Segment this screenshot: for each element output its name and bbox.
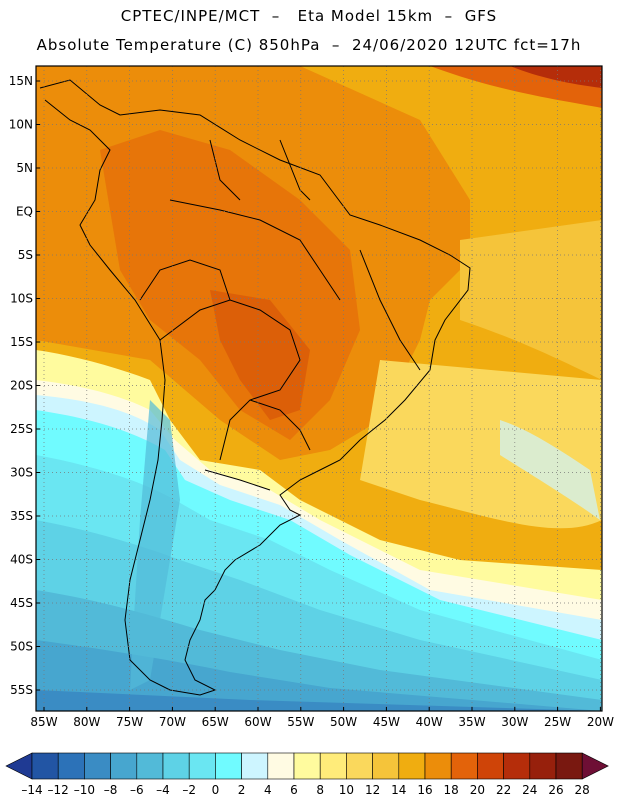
colorbar-swatch	[477, 752, 504, 780]
colorbar-label: 26	[548, 783, 563, 797]
colorbar-swatch	[57, 752, 85, 780]
colorbar-label: 20	[470, 783, 485, 797]
colorbar-swatch	[84, 752, 111, 780]
colorbar-label: 18	[444, 783, 459, 797]
longitude-label: 45W	[373, 715, 400, 729]
colorbar-swatch	[503, 752, 531, 780]
longitude-label: 65W	[202, 715, 229, 729]
colorbar-swatch	[136, 752, 164, 780]
colorbar-swatch	[346, 752, 373, 780]
colorbar-label: –4	[156, 783, 170, 797]
colorbar-label: –14	[21, 783, 42, 797]
colorbar-label: –12	[48, 783, 69, 797]
colorbar-label: 10	[339, 783, 354, 797]
temperature-field	[36, 66, 602, 711]
colorbar-label: 14	[391, 783, 406, 797]
colorbar-label: 24	[522, 783, 537, 797]
colorbar-swatch	[555, 752, 583, 780]
longitude-label: 30W	[501, 715, 528, 729]
colorbar-swatch	[372, 752, 400, 780]
latitude-label: 45S	[10, 596, 33, 610]
longitude-label: 60W	[244, 715, 271, 729]
longitude-labels: 85W 80W 75W 70W 65W 60W 55W 50W 45W 40W 35W 30W 25W 2…	[30, 707, 614, 729]
latitude-label: 40S	[10, 553, 33, 567]
latitude-label: 5N	[16, 161, 33, 175]
map-frame	[35, 65, 603, 712]
latitude-label: 35S	[10, 509, 33, 523]
latitude-label: 20S	[10, 379, 33, 393]
colorbar: –14 –12 –10 –8 –6 –4 –2 0 2 4 6 8 10 12 14 16 18 20 22 24 26…	[5, 752, 609, 797]
colorbar-label: 8	[316, 783, 324, 797]
colorbar-arrow-right	[581, 752, 609, 780]
latitude-label: 15S	[10, 335, 33, 349]
latitude-labels: 15N 10N 5N EQ 5S 10S 15S 20S 25S 30S 35S 40S 45S 50S 5…	[9, 74, 40, 697]
latitude-label: EQ	[16, 205, 33, 219]
latitude-label: 15N	[9, 74, 33, 88]
longitude-label: 20W	[587, 715, 614, 729]
colorbar-swatch	[188, 752, 216, 780]
longitude-label: 50W	[330, 715, 357, 729]
colorbar-label: –10	[74, 783, 95, 797]
colorbar-label: 28	[575, 783, 590, 797]
colorbar-swatch	[31, 752, 59, 780]
colorbar-swatch	[110, 752, 138, 780]
colorbar-swatch	[424, 752, 452, 780]
colorbar-swatch	[241, 752, 269, 780]
colorbar-label: 22	[496, 783, 511, 797]
colorbar-swatch	[450, 752, 478, 780]
latitude-label: 55S	[10, 683, 33, 697]
colorbar-swatch	[398, 752, 426, 780]
latitude-label: 10N	[9, 118, 33, 132]
longitude-label: 85W	[30, 715, 57, 729]
latitude-label: 10S	[10, 292, 33, 306]
map-subtitle: Absolute Temperature (C) 850hPa – 24/06/…	[36, 36, 582, 54]
colorbar-label: 0	[212, 783, 220, 797]
colorbar-swatch	[267, 752, 295, 780]
colorbar-swatch	[319, 752, 347, 780]
colorbar-swatch	[162, 752, 190, 780]
latitude-label: 5S	[18, 248, 33, 262]
longitude-label: 80W	[73, 715, 100, 729]
longitude-label: 55W	[287, 715, 314, 729]
colorbar-swatch	[215, 752, 242, 780]
coastlines	[39, 79, 471, 696]
colorbar-label: –6	[130, 783, 144, 797]
colorbar-label: 2	[238, 783, 246, 797]
latitude-label: 25S	[10, 422, 33, 436]
colorbar-label: 6	[290, 783, 298, 797]
colorbar-swatch	[293, 752, 321, 780]
colorbar-arrow-left	[5, 752, 33, 780]
longitude-label: 40W	[416, 715, 443, 729]
colorbar-swatch	[529, 752, 557, 780]
colorbar-label: 12	[365, 783, 380, 797]
colorbar-label: –2	[182, 783, 196, 797]
longitude-label: 75W	[116, 715, 143, 729]
longitude-label: 35W	[458, 715, 485, 729]
map-title: CPTEC/INPE/MCT – Eta Model 15km – GFS	[120, 7, 498, 25]
latitude-label: 50S	[10, 640, 33, 654]
colorbar-label: 4	[264, 783, 272, 797]
colorbar-label: –8	[104, 783, 118, 797]
longitude-label: 70W	[159, 715, 186, 729]
colorbar-label: 16	[417, 783, 432, 797]
latitude-label: 30S	[10, 466, 33, 480]
longitude-label: 25W	[544, 715, 571, 729]
